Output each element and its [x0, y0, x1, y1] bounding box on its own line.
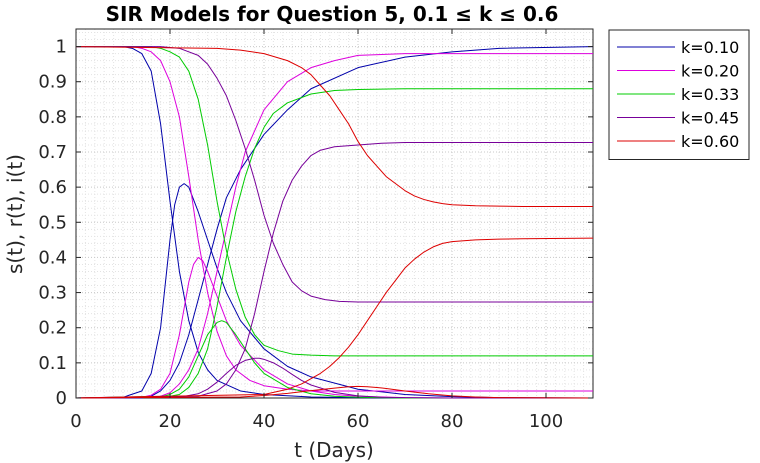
- x-tick-label: 100: [529, 411, 563, 432]
- x-tick-label: 20: [159, 411, 182, 432]
- axis-ticks: 0 20 40 60 80 100 0 0.1 0.2 0.3 0.4 0.5 0.6 0.7 0.8 0.9…: [38, 29, 593, 432]
- x-tick-label: 80: [441, 411, 464, 432]
- legend: k=0.10 k=0.20 k=0.33 k=0.45 k=0.60: [608, 29, 750, 160]
- x-tick-label: 0: [70, 411, 81, 432]
- legend-label: k=0.45: [681, 109, 739, 128]
- legend-label: k=0.33: [681, 85, 739, 104]
- x-axis-title: t (Days): [294, 438, 374, 462]
- chart-title: SIR Models for Question 5, 0.1 ≤ k ≤ 0.6: [106, 2, 559, 26]
- series-line-i-k-0-60: [75, 385, 594, 399]
- series-lines: [75, 46, 594, 399]
- grid-lines: [76, 29, 593, 398]
- series-line-r-k-0-45: [75, 142, 593, 399]
- series-line-r-k-0-60: [75, 237, 594, 399]
- legend-label: k=0.60: [681, 132, 739, 151]
- x-tick-label: 60: [347, 411, 370, 432]
- series-line-s-k-0-45: [76, 46, 593, 303]
- x-tick-label: 40: [253, 411, 276, 432]
- series-line-i-k-0-45: [75, 357, 593, 399]
- series-line-r-k-0-10: [76, 46, 594, 399]
- y-tick-label: 0.6: [38, 177, 67, 198]
- legend-label: k=0.20: [681, 62, 739, 81]
- y-tick-label: 0.2: [38, 318, 67, 339]
- y-tick-label: 0.1: [38, 353, 67, 374]
- series-line-r-k-0-33: [75, 88, 593, 399]
- y-tick-label: 1: [56, 37, 67, 58]
- y-tick-label: 0.8: [38, 107, 67, 128]
- y-tick-label: 0.5: [38, 212, 67, 233]
- y-tick-label: 0.3: [38, 283, 67, 304]
- y-tick-label: 0: [56, 388, 67, 409]
- series-line-i-k-0-33: [75, 320, 593, 399]
- legend-label: k=0.10: [681, 38, 739, 57]
- y-axis-title: s(t), r(t), i(t): [3, 154, 27, 274]
- legend-box: [608, 29, 750, 160]
- y-tick-label: 0.9: [38, 72, 67, 93]
- series-line-s-k-0-33: [76, 46, 593, 357]
- series-line-r-k-0-20: [75, 53, 593, 399]
- y-tick-label: 0.4: [38, 247, 67, 268]
- y-tick-label: 0.7: [38, 142, 67, 163]
- plot-area-frame: [75, 28, 594, 399]
- series-line-s-k-0-60: [75, 46, 593, 207]
